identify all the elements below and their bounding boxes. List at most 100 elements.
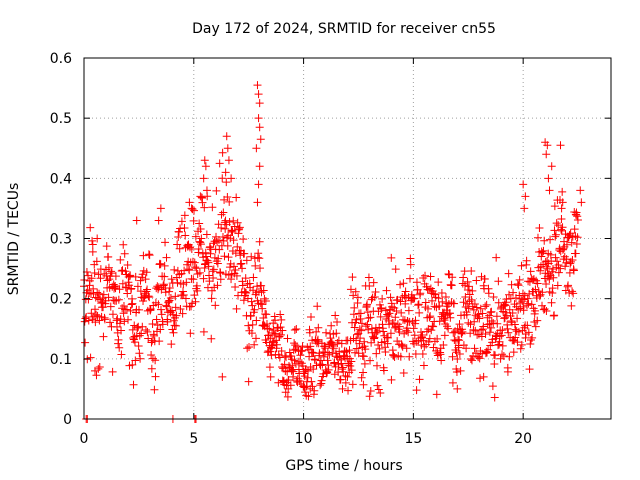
- data-point: [354, 349, 363, 358]
- data-point: [471, 326, 480, 335]
- data-point: [216, 275, 225, 284]
- data-point: [464, 318, 473, 327]
- data-point: [242, 288, 251, 297]
- data-point: [212, 186, 221, 195]
- data-point: [486, 308, 495, 317]
- data-point: [111, 284, 120, 293]
- data-point: [499, 351, 508, 360]
- data-point: [359, 352, 368, 361]
- data-point: [482, 347, 491, 356]
- data-point: [429, 322, 438, 331]
- data-point: [248, 301, 257, 310]
- data-point: [472, 276, 481, 285]
- data-point: [549, 273, 558, 282]
- data-point: [381, 348, 390, 357]
- data-point: [433, 334, 442, 343]
- data-point: [329, 344, 338, 353]
- data-point: [97, 299, 106, 308]
- data-point: [173, 278, 182, 287]
- data-point: [478, 309, 487, 318]
- data-point: [399, 369, 408, 378]
- data-point: [123, 289, 132, 298]
- data-point: [397, 341, 406, 350]
- data-point: [569, 266, 578, 275]
- data-point: [483, 320, 492, 329]
- data-point: [150, 385, 159, 394]
- data-point: [114, 295, 123, 304]
- data-point: [355, 325, 364, 334]
- data-point: [350, 303, 359, 312]
- data-point: [503, 363, 512, 372]
- data-point: [352, 315, 361, 324]
- data-point: [95, 289, 104, 298]
- data-point: [224, 253, 233, 262]
- data-point: [143, 327, 152, 336]
- data-point: [172, 321, 181, 330]
- data-point: [500, 313, 509, 322]
- data-point: [262, 310, 271, 319]
- scatter-points: [80, 81, 586, 423]
- data-point: [551, 230, 560, 239]
- data-point: [418, 330, 427, 339]
- data-point: [406, 274, 414, 283]
- data-point: [211, 301, 220, 310]
- data-point: [528, 333, 537, 342]
- data-point: [535, 223, 544, 232]
- data-point: [267, 351, 276, 360]
- data-point: [228, 228, 237, 237]
- data-point: [490, 359, 499, 368]
- data-point: [100, 315, 109, 324]
- data-point: [200, 156, 209, 165]
- data-point: [117, 350, 126, 359]
- data-point: [470, 299, 479, 308]
- data-point: [249, 286, 258, 295]
- y-tick-label: 0.5: [50, 111, 72, 127]
- data-point: [93, 234, 102, 243]
- data-point: [440, 316, 449, 325]
- data-point: [520, 204, 529, 213]
- data-point: [351, 287, 360, 296]
- data-point: [289, 346, 298, 355]
- data-point: [554, 221, 563, 230]
- data-point: [141, 326, 150, 335]
- data-point: [545, 275, 554, 284]
- data-point: [372, 361, 381, 370]
- data-point: [488, 382, 497, 391]
- data-point: [318, 360, 327, 369]
- data-point: [283, 334, 292, 343]
- data-point: [414, 301, 423, 310]
- data-point: [524, 299, 533, 308]
- data-point: [536, 266, 545, 275]
- data-point: [252, 316, 261, 325]
- data-point: [290, 325, 299, 334]
- data-point: [192, 264, 201, 273]
- data-point: [453, 384, 462, 393]
- data-point: [222, 132, 231, 141]
- data-point: [518, 297, 527, 306]
- data-point: [544, 174, 553, 183]
- data-point: [411, 316, 420, 325]
- data-point: [290, 356, 299, 365]
- data-point: [364, 314, 373, 323]
- data-point: [333, 317, 342, 326]
- data-point: [459, 273, 468, 282]
- data-point: [424, 337, 433, 346]
- data-point: [554, 268, 563, 277]
- data-point: [347, 357, 356, 366]
- data-point: [187, 204, 196, 213]
- data-point: [516, 344, 525, 353]
- data-point: [134, 342, 143, 351]
- chart-title: Day 172 of 2024, SRMTID for receiver cn5…: [192, 21, 496, 37]
- data-point: [266, 372, 275, 381]
- data-point: [226, 234, 235, 243]
- data-point: [277, 315, 286, 324]
- data-point: [375, 344, 384, 353]
- data-point: [209, 239, 218, 248]
- data-point: [115, 343, 124, 352]
- data-point: [376, 388, 385, 397]
- data-point: [152, 327, 161, 336]
- data-point: [531, 322, 540, 331]
- data-point: [439, 340, 448, 349]
- data-point: [205, 277, 214, 286]
- data-point: [510, 336, 519, 345]
